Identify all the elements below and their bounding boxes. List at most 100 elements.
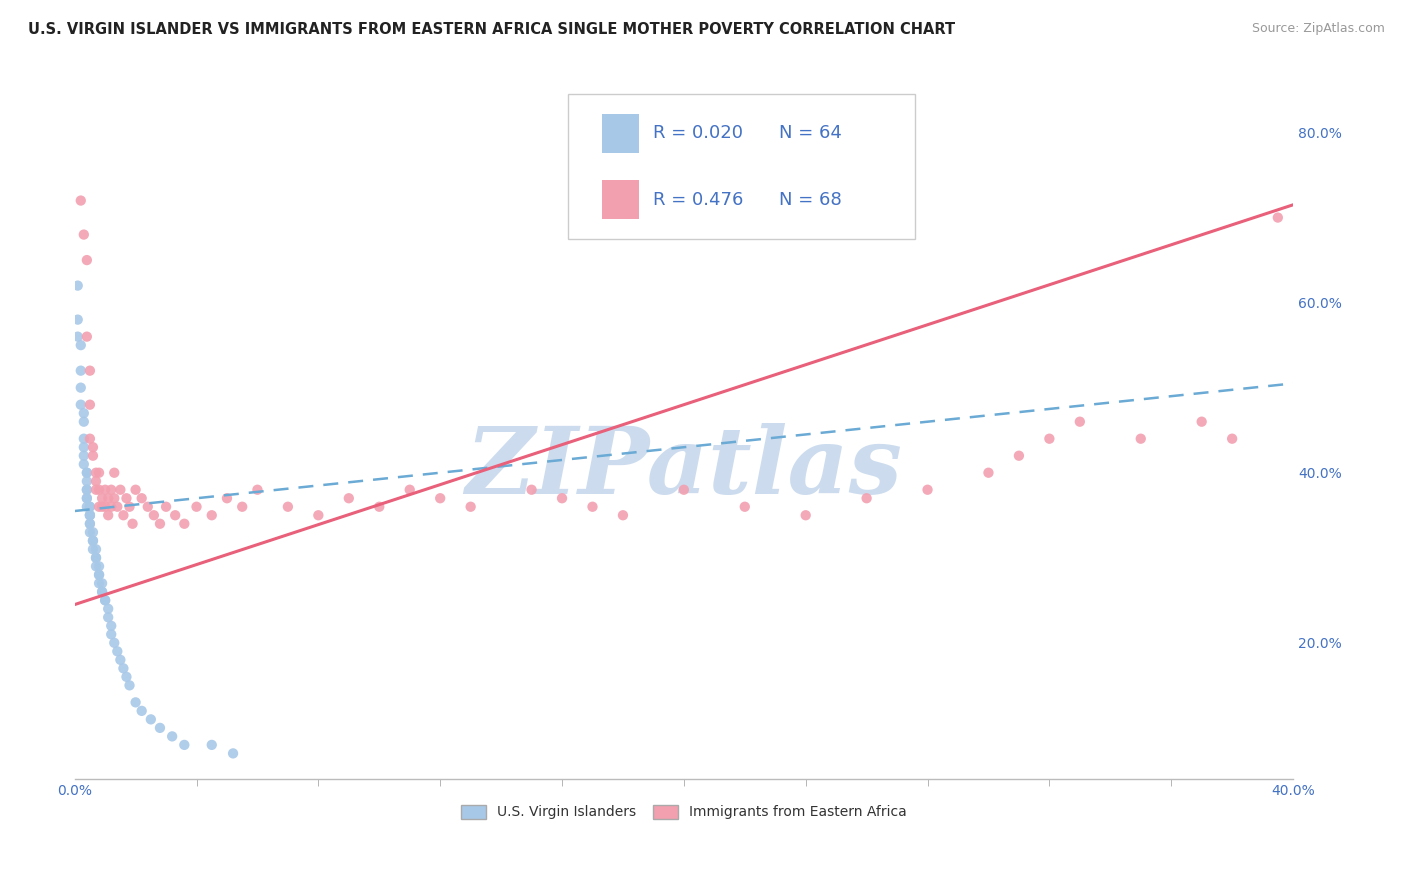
Point <box>84 466 107 480</box>
Point <box>277 500 299 514</box>
Point <box>84 542 107 557</box>
Point <box>215 491 238 506</box>
Point <box>100 500 122 514</box>
Point <box>76 474 98 488</box>
Point <box>79 525 101 540</box>
Point <box>160 730 183 744</box>
Point <box>97 610 120 624</box>
Point <box>1220 432 1243 446</box>
Point <box>231 500 253 514</box>
Point <box>79 508 101 523</box>
Point <box>124 695 146 709</box>
Point <box>79 500 101 514</box>
Point <box>82 533 104 548</box>
Point <box>581 500 603 514</box>
Point <box>76 466 98 480</box>
Point <box>84 483 107 497</box>
Point <box>79 432 101 446</box>
Point <box>82 449 104 463</box>
Point <box>103 636 125 650</box>
Point <box>79 508 101 523</box>
Point <box>84 559 107 574</box>
Point <box>66 329 89 343</box>
Point <box>121 516 143 531</box>
Point <box>87 466 110 480</box>
Point <box>87 576 110 591</box>
Point <box>100 483 122 497</box>
Point <box>149 516 172 531</box>
Point <box>79 500 101 514</box>
Text: U.S. VIRGIN ISLANDER VS IMMIGRANTS FROM EASTERN AFRICA SINGLE MOTHER POVERTY COR: U.S. VIRGIN ISLANDER VS IMMIGRANTS FROM … <box>28 22 955 37</box>
Point <box>79 516 101 531</box>
Point <box>520 483 543 497</box>
Point <box>91 500 114 514</box>
Point <box>76 253 98 268</box>
Point <box>87 567 110 582</box>
Point <box>69 364 91 378</box>
Point <box>917 483 939 497</box>
Point <box>222 747 245 761</box>
Legend: U.S. Virgin Islanders, Immigrants from Eastern Africa: U.S. Virgin Islanders, Immigrants from E… <box>456 799 912 825</box>
Point <box>76 483 98 497</box>
Point <box>76 483 98 497</box>
Point <box>73 432 96 446</box>
Point <box>87 500 110 514</box>
Point <box>91 584 114 599</box>
Text: Source: ZipAtlas.com: Source: ZipAtlas.com <box>1251 22 1385 36</box>
Text: R = 0.476: R = 0.476 <box>654 191 744 209</box>
Point <box>69 338 91 352</box>
Point <box>1038 432 1060 446</box>
Point <box>82 440 104 454</box>
Point <box>91 491 114 506</box>
Text: ZIPatlas: ZIPatlas <box>465 424 903 513</box>
Point <box>73 227 96 242</box>
Text: N = 64: N = 64 <box>779 124 842 143</box>
Point <box>76 491 98 506</box>
Point <box>337 491 360 506</box>
Point <box>76 466 98 480</box>
Point <box>1267 211 1289 225</box>
Point <box>131 704 153 718</box>
Point <box>201 508 224 523</box>
Point <box>82 533 104 548</box>
Point <box>110 483 132 497</box>
Point <box>112 661 135 675</box>
Point <box>91 584 114 599</box>
Point <box>368 500 391 514</box>
Point <box>73 406 96 420</box>
Point <box>97 508 120 523</box>
Point <box>173 516 195 531</box>
Point <box>91 576 114 591</box>
Point <box>66 312 89 326</box>
Point <box>115 491 138 506</box>
Point <box>131 491 153 506</box>
Point <box>118 678 141 692</box>
Point <box>69 398 91 412</box>
Point <box>398 483 420 497</box>
Point <box>69 381 91 395</box>
Point <box>94 500 117 514</box>
Point <box>734 500 756 514</box>
Point <box>551 491 574 506</box>
Point <box>110 653 132 667</box>
Point <box>97 491 120 506</box>
Point <box>79 516 101 531</box>
FancyBboxPatch shape <box>602 114 638 153</box>
Point <box>100 627 122 641</box>
Point <box>855 491 877 506</box>
Point <box>1008 449 1031 463</box>
Point <box>94 593 117 607</box>
Point <box>84 550 107 565</box>
Point <box>79 364 101 378</box>
Point <box>79 398 101 412</box>
Point <box>155 500 177 514</box>
Point <box>165 508 187 523</box>
Point <box>76 329 98 343</box>
Text: N = 68: N = 68 <box>779 191 842 209</box>
Point <box>173 738 195 752</box>
Point <box>82 542 104 557</box>
Point <box>79 508 101 523</box>
Point <box>94 483 117 497</box>
Point <box>76 500 98 514</box>
Point <box>1129 432 1152 446</box>
